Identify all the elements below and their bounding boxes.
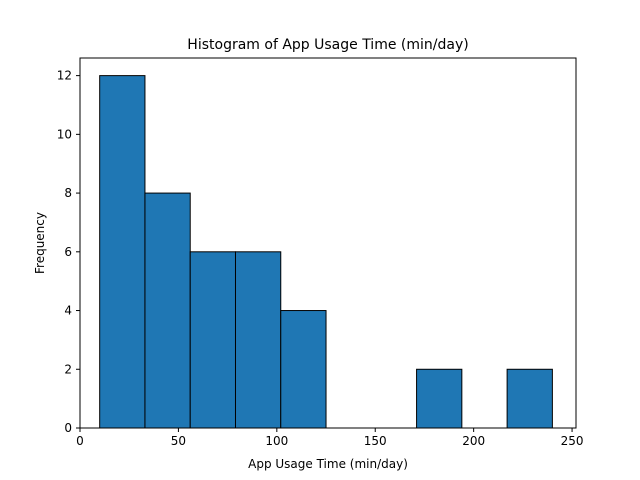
y-tick-label: 2 — [64, 362, 72, 376]
x-axis-label: App Usage Time (min/day) — [248, 457, 408, 471]
y-tick-label: 12 — [57, 69, 72, 83]
x-tick-label: 250 — [561, 434, 584, 448]
histogram-bar — [189, 251, 236, 429]
histogram-bar — [99, 75, 146, 429]
histogram-bar — [144, 192, 191, 429]
y-tick-label: 0 — [64, 421, 72, 435]
bars-group — [99, 75, 553, 429]
histogram-bar — [280, 310, 327, 429]
y-tick-label: 10 — [57, 127, 72, 141]
y-tick-label: 6 — [64, 245, 72, 259]
y-axis: 0 2 4 6 8 10 12 — [57, 69, 80, 435]
y-tick-label: 4 — [64, 304, 72, 318]
x-tick-label: 0 — [76, 434, 84, 448]
x-tick-label: 150 — [364, 434, 387, 448]
histogram-bar — [234, 251, 282, 429]
chart-title: Histogram of App Usage Time (min/day) — [187, 37, 468, 53]
y-axis-label: Frequency — [33, 212, 47, 274]
histogram-bar — [506, 368, 553, 429]
x-tick-label: 50 — [171, 434, 186, 448]
y-tick-label: 8 — [64, 186, 72, 200]
x-tick-label: 100 — [265, 434, 288, 448]
histogram-bar — [416, 368, 463, 429]
x-tick-label: 200 — [462, 434, 485, 448]
plot-frame — [79, 57, 577, 429]
x-axis: 0 50 100 150 200 250 — [76, 428, 584, 448]
